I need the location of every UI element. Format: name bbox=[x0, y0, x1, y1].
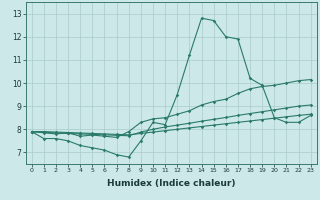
X-axis label: Humidex (Indice chaleur): Humidex (Indice chaleur) bbox=[107, 179, 236, 188]
